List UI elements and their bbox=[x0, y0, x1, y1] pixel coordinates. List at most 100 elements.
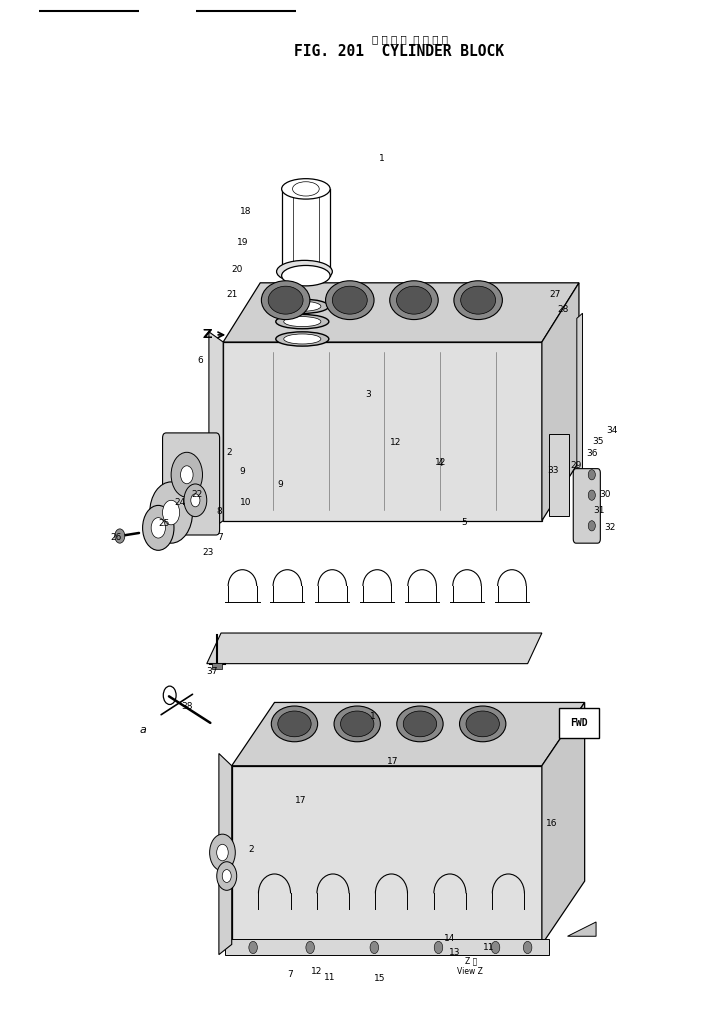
Ellipse shape bbox=[326, 281, 374, 320]
Ellipse shape bbox=[262, 281, 310, 320]
Polygon shape bbox=[542, 702, 585, 944]
Text: FIG. 201  CYLINDER BLOCK: FIG. 201 CYLINDER BLOCK bbox=[294, 44, 504, 58]
Text: 35: 35 bbox=[593, 437, 604, 445]
Text: 9: 9 bbox=[240, 468, 245, 476]
Text: Z: Z bbox=[202, 329, 211, 341]
Text: 5: 5 bbox=[461, 519, 467, 527]
Bar bbox=[549, 434, 569, 516]
Polygon shape bbox=[225, 939, 549, 955]
Text: 1: 1 bbox=[370, 713, 376, 721]
Circle shape bbox=[588, 490, 595, 500]
Bar bbox=[212, 663, 222, 669]
Circle shape bbox=[306, 941, 314, 954]
Ellipse shape bbox=[276, 332, 329, 346]
FancyBboxPatch shape bbox=[559, 708, 599, 738]
Text: 12: 12 bbox=[435, 458, 446, 467]
Ellipse shape bbox=[332, 286, 367, 314]
Circle shape bbox=[217, 844, 228, 861]
Polygon shape bbox=[207, 633, 542, 664]
Text: 20: 20 bbox=[231, 265, 242, 274]
Text: 25: 25 bbox=[158, 520, 170, 528]
Ellipse shape bbox=[461, 286, 496, 314]
Ellipse shape bbox=[284, 317, 321, 327]
Ellipse shape bbox=[334, 707, 381, 741]
Circle shape bbox=[210, 834, 235, 871]
Ellipse shape bbox=[276, 299, 329, 313]
Polygon shape bbox=[542, 283, 579, 521]
Text: FWD: FWD bbox=[570, 718, 588, 728]
Text: 16: 16 bbox=[546, 820, 558, 828]
FancyBboxPatch shape bbox=[163, 433, 220, 535]
Text: 33: 33 bbox=[548, 467, 559, 475]
Text: 8: 8 bbox=[217, 507, 222, 516]
Polygon shape bbox=[209, 332, 223, 531]
Text: 3: 3 bbox=[365, 390, 371, 398]
Text: 7: 7 bbox=[287, 970, 293, 978]
Circle shape bbox=[588, 521, 595, 531]
Text: 24: 24 bbox=[175, 498, 186, 506]
Polygon shape bbox=[232, 766, 542, 944]
Text: 6: 6 bbox=[198, 356, 203, 364]
Text: Z: Z bbox=[202, 329, 212, 341]
FancyBboxPatch shape bbox=[573, 469, 600, 543]
Circle shape bbox=[150, 482, 193, 543]
Ellipse shape bbox=[282, 265, 330, 286]
Ellipse shape bbox=[282, 179, 330, 199]
Text: 22: 22 bbox=[191, 490, 202, 498]
Text: 14: 14 bbox=[444, 934, 456, 942]
Circle shape bbox=[434, 941, 443, 954]
Polygon shape bbox=[219, 753, 232, 955]
Text: 10: 10 bbox=[240, 498, 251, 506]
Ellipse shape bbox=[277, 260, 332, 283]
Text: 7: 7 bbox=[217, 533, 223, 541]
Text: シ リ ン ダ  ブ ロ ッ ク: シ リ ン ダ ブ ロ ッ ク bbox=[372, 34, 448, 44]
Ellipse shape bbox=[276, 314, 329, 329]
Ellipse shape bbox=[404, 711, 436, 737]
Text: Z 矢: Z 矢 bbox=[465, 957, 478, 965]
Text: 12: 12 bbox=[390, 438, 401, 446]
Circle shape bbox=[523, 941, 532, 954]
Text: 2: 2 bbox=[227, 448, 232, 456]
Ellipse shape bbox=[278, 711, 311, 737]
Text: 18: 18 bbox=[240, 207, 252, 215]
Text: 15: 15 bbox=[374, 974, 386, 982]
Polygon shape bbox=[577, 313, 583, 505]
Ellipse shape bbox=[284, 334, 321, 344]
Circle shape bbox=[115, 529, 125, 543]
Text: 31: 31 bbox=[593, 506, 605, 515]
Text: 1: 1 bbox=[379, 154, 384, 162]
Circle shape bbox=[180, 466, 193, 484]
Circle shape bbox=[491, 941, 500, 954]
Text: 13: 13 bbox=[449, 949, 461, 957]
Circle shape bbox=[171, 452, 202, 497]
Text: 11: 11 bbox=[324, 973, 335, 981]
Text: 17: 17 bbox=[387, 758, 399, 766]
Ellipse shape bbox=[454, 281, 503, 320]
Circle shape bbox=[222, 870, 231, 882]
Ellipse shape bbox=[396, 707, 443, 741]
Text: a: a bbox=[139, 725, 146, 735]
Text: 17: 17 bbox=[295, 796, 307, 805]
Text: 4: 4 bbox=[437, 459, 443, 468]
Text: 30: 30 bbox=[599, 490, 610, 498]
Text: 9: 9 bbox=[277, 481, 283, 489]
Circle shape bbox=[184, 484, 207, 517]
Circle shape bbox=[588, 470, 595, 480]
Text: 21: 21 bbox=[227, 290, 238, 298]
Ellipse shape bbox=[459, 707, 506, 741]
Text: 2: 2 bbox=[248, 845, 254, 854]
Circle shape bbox=[191, 494, 200, 506]
Ellipse shape bbox=[466, 711, 499, 737]
Text: 28: 28 bbox=[557, 305, 568, 313]
Circle shape bbox=[143, 505, 174, 550]
Ellipse shape bbox=[390, 281, 438, 320]
Circle shape bbox=[249, 941, 257, 954]
Text: View Z: View Z bbox=[457, 968, 483, 976]
Polygon shape bbox=[223, 283, 579, 342]
Ellipse shape bbox=[268, 286, 303, 314]
Text: 29: 29 bbox=[570, 461, 582, 470]
Ellipse shape bbox=[272, 707, 318, 741]
Circle shape bbox=[151, 518, 165, 538]
Text: 36: 36 bbox=[586, 449, 597, 457]
Text: 34: 34 bbox=[606, 427, 617, 435]
